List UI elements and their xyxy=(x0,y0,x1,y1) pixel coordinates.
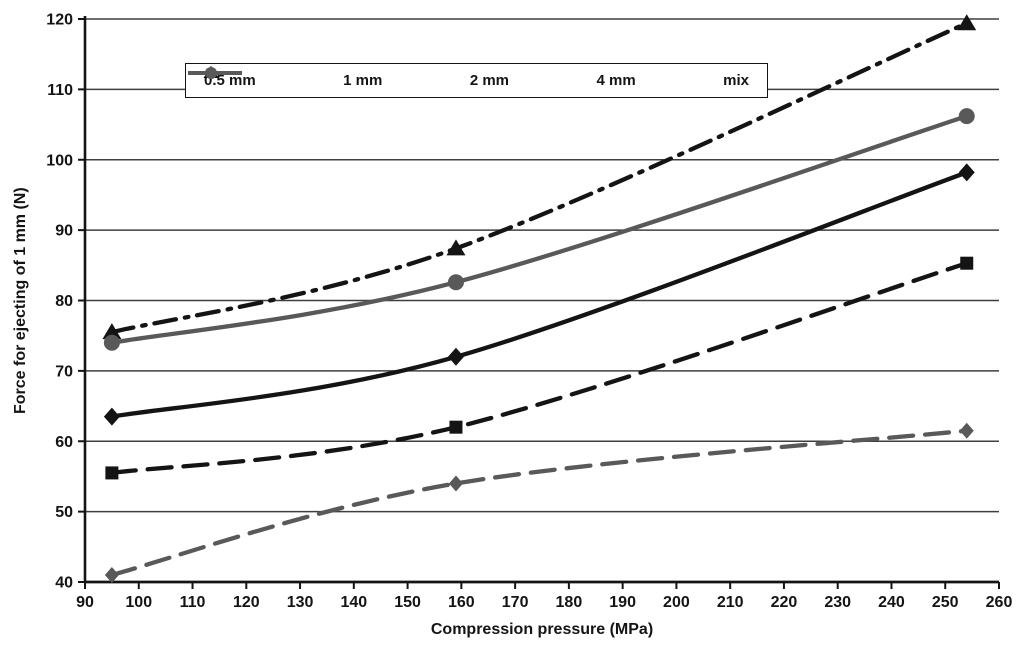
marker-4-mm-1 xyxy=(446,239,466,256)
series-0-5-mm xyxy=(104,422,974,583)
legend-label: mix xyxy=(723,72,749,89)
y-tick-label-60: 60 xyxy=(55,434,73,451)
y-tick-label-80: 80 xyxy=(55,293,73,310)
marker-4-mm-0 xyxy=(102,323,122,340)
marker-0-5-mm-0 xyxy=(104,566,119,583)
x-tick-label-230: 230 xyxy=(824,594,851,611)
marker-0-5-mm-2 xyxy=(959,422,974,439)
x-tick-label-100: 100 xyxy=(125,594,152,611)
x-tick-label-210: 210 xyxy=(717,594,744,611)
x-tick-label-90: 90 xyxy=(76,594,94,611)
marker-0-5-mm-1 xyxy=(448,475,463,492)
marker-mix-2 xyxy=(958,108,975,125)
marker-4-mm-2 xyxy=(957,14,977,31)
series-4-mm xyxy=(102,14,977,340)
marker-1-mm-2 xyxy=(960,256,974,270)
y-tick-label-100: 100 xyxy=(46,152,73,169)
x-tick-label-120: 120 xyxy=(233,594,260,611)
x-tick-label-220: 220 xyxy=(771,594,798,611)
x-tick-label-150: 150 xyxy=(394,594,421,611)
legend-line-sample-mix xyxy=(188,67,242,79)
marker-2-mm-0 xyxy=(103,407,120,426)
marker-2-mm-2 xyxy=(958,163,975,182)
x-tick-label-160: 160 xyxy=(448,594,475,611)
legend-item-4-mm: 4 mm xyxy=(188,66,636,89)
y-tick-label-50: 50 xyxy=(55,504,73,521)
x-tick-label-180: 180 xyxy=(556,594,583,611)
y-tick-label-40: 40 xyxy=(55,575,73,592)
marker-2-mm-1 xyxy=(447,347,464,366)
x-tick-label-110: 110 xyxy=(180,594,206,611)
y-tick-label-90: 90 xyxy=(55,223,73,240)
series-line-1-mm xyxy=(109,261,969,476)
marker-1-mm-0 xyxy=(105,466,119,480)
legend-label: 2 mm xyxy=(469,72,510,89)
marker-mix-1 xyxy=(447,274,464,291)
y-tick-label-70: 70 xyxy=(55,363,73,380)
series-1-mm xyxy=(105,256,974,480)
legend-item-mix: mix xyxy=(188,67,749,89)
x-tick-label-250: 250 xyxy=(932,594,959,611)
marker-mix-0 xyxy=(103,334,120,351)
x-tick-label-200: 200 xyxy=(663,594,690,611)
legend-label: 4 mm xyxy=(596,72,636,89)
legend-label: 1 mm xyxy=(343,72,383,89)
legend-item-2-mm: 2 mm xyxy=(188,66,510,89)
legend-marker-circle-icon xyxy=(205,67,217,79)
y-axis-title: Force for ejecting of 1 mm (N) xyxy=(12,187,29,414)
x-tick-label-240: 240 xyxy=(878,594,905,611)
series-line-mix xyxy=(109,113,969,345)
legend-item-1-mm: 1 mm xyxy=(188,68,383,89)
series-line-4-mm xyxy=(109,21,969,335)
series-line-2-mm xyxy=(109,170,969,419)
chart-legend: 0.5 mm 1 mm 2 mm 4 mm mix xyxy=(185,63,768,98)
marker-1-mm-1 xyxy=(449,420,463,434)
x-tick-label-260: 260 xyxy=(986,594,1013,611)
series-line-0-5-mm xyxy=(109,428,969,578)
series-2-mm xyxy=(103,163,975,426)
x-tick-label-170: 170 xyxy=(502,594,529,611)
x-tick-label-140: 140 xyxy=(340,594,367,611)
series-mix xyxy=(103,108,975,351)
x-tick-label-130: 130 xyxy=(287,594,314,611)
y-tick-label-120: 120 xyxy=(46,12,73,29)
x-axis-title: Compression pressure (MPa) xyxy=(430,621,654,638)
y-tick-label-110: 110 xyxy=(47,82,73,99)
x-tick-label-190: 190 xyxy=(609,594,636,611)
